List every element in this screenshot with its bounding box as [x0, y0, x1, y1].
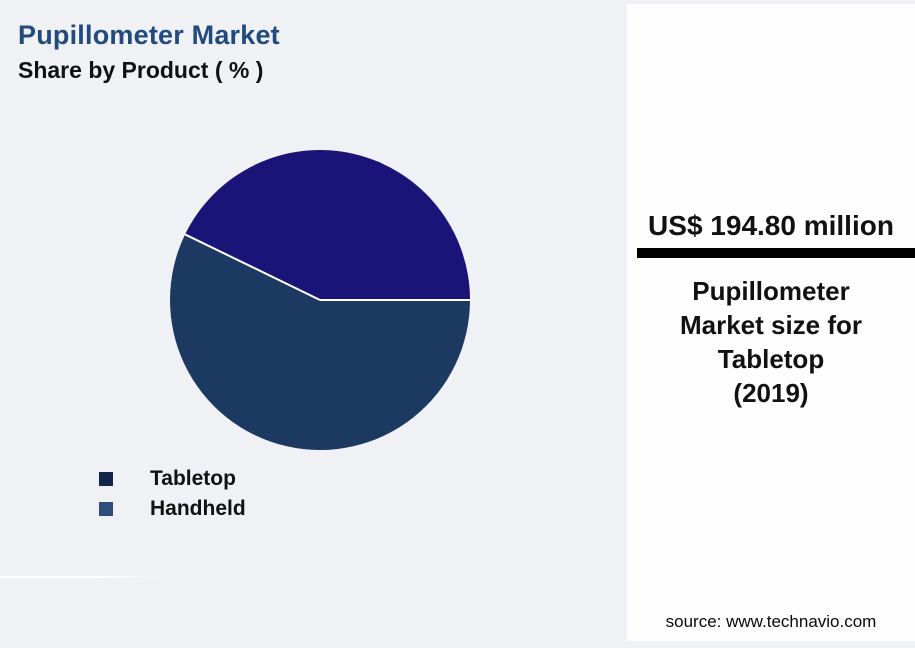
pie-slice-tabletop — [169, 234, 470, 450]
pie-slice-handheld — [185, 149, 470, 300]
market-size-value: US$ 194.80 million — [648, 210, 894, 241]
legend-item-tabletop: Tabletop — [99, 464, 246, 494]
divider-bar — [637, 248, 915, 258]
caption-line-2: Market size for — [679, 310, 863, 340]
legend-label-handheld: Handheld — [150, 497, 246, 520]
divider-line — [0, 576, 165, 578]
caption-line-4: (2019) — [733, 378, 809, 408]
chart-subtitle: Share by Product ( % ) — [18, 57, 264, 83]
caption-line-1: Pupillometer — [692, 276, 850, 306]
chart-title: Pupillometer Market — [18, 20, 280, 50]
highlight-panel: US$ 194.80 million Pupillometer Market s… — [627, 4, 915, 641]
legend-item-handheld: Handheld — [99, 494, 246, 524]
legend-swatch-tabletop — [99, 472, 113, 486]
market-size-caption: Pupillometer Market size for Tabletop (2… — [627, 274, 915, 410]
legend-label-tabletop: Tabletop — [150, 467, 236, 490]
slice-border-line — [184, 233, 321, 301]
pie-chart — [169, 149, 470, 450]
source-text: source: www.technavio.com — [665, 612, 877, 631]
legend-swatch-handheld — [99, 502, 113, 516]
legend: Tabletop Handheld — [99, 464, 246, 524]
caption-line-3: Tabletop — [717, 344, 825, 374]
